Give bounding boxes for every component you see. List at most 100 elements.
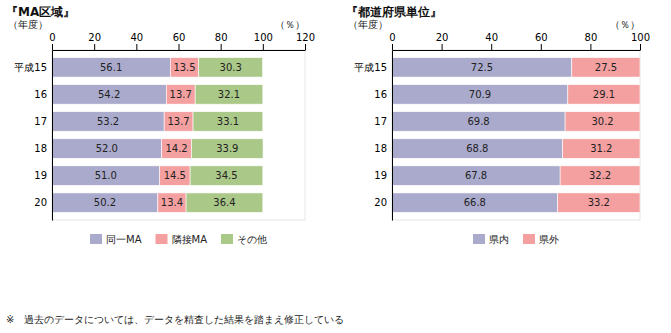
plot-area <box>52 50 305 220</box>
tick: 80 <box>585 32 598 50</box>
data-label: 33.1 <box>217 116 239 127</box>
data-label: 33.9 <box>216 143 238 154</box>
bar <box>392 112 565 131</box>
series <box>392 58 572 213</box>
legend-label: 隣接MA <box>172 234 208 245</box>
legend-swatch <box>156 234 168 244</box>
tick-label: 120 <box>296 32 315 43</box>
bar <box>52 112 164 131</box>
data-label: 53.2 <box>97 116 119 127</box>
bars <box>392 58 640 213</box>
axis-domain <box>53 50 306 51</box>
tick: 17 <box>34 116 47 127</box>
legend-swatch <box>90 234 102 244</box>
tick-label: 20 <box>34 197 47 208</box>
tick: 平成15 <box>354 62 387 73</box>
legend-label: その他 <box>237 234 267 245</box>
data-label: 54.2 <box>98 89 120 100</box>
data-label: 13.7 <box>167 116 189 127</box>
data-label: 56.1 <box>100 62 122 73</box>
tick-label: 60 <box>535 32 548 43</box>
bar <box>199 58 263 77</box>
y-axis-label: （年度） <box>8 19 48 30</box>
bar <box>565 112 640 131</box>
tick-label: 20 <box>88 32 101 43</box>
tick-label: 16 <box>34 89 47 100</box>
bar <box>186 193 263 212</box>
tick: 16 <box>34 89 47 100</box>
bar <box>392 139 563 158</box>
panel: 72.570.969.868.867.866.827.529.130.231.2… <box>346 5 650 245</box>
tick: 19 <box>34 170 47 181</box>
data-labels: 56.154.253.252.051.050.213.513.713.714.2… <box>94 62 242 208</box>
axis-domain <box>52 51 53 221</box>
tick: 100 <box>631 32 650 50</box>
tick-label: 平成15 <box>354 62 387 73</box>
data-label: 29.1 <box>593 89 615 100</box>
tick-label: 19 <box>374 170 387 181</box>
tick-mark <box>640 44 641 50</box>
legend-swatch <box>221 234 233 244</box>
tick-mark <box>136 44 137 50</box>
tick: 0 <box>49 32 55 50</box>
bar <box>563 139 640 158</box>
data-label: 69.8 <box>467 116 489 127</box>
title: 『MA区域』 <box>6 5 75 19</box>
legend-item: 隣接MA <box>156 234 208 245</box>
bar <box>52 193 158 212</box>
y-axis-label: （年度） <box>348 19 388 30</box>
axis-domain <box>392 51 393 221</box>
tick: 120 <box>296 32 315 50</box>
tick: 16 <box>374 89 387 100</box>
legend-label: 県外 <box>539 234 559 245</box>
legend-label: 同一MA <box>106 234 142 245</box>
bar <box>164 112 193 131</box>
tick: 40 <box>485 32 498 50</box>
legend: 同一MA 隣接MA その他 <box>90 234 267 245</box>
bar <box>158 193 186 212</box>
tick: 18 <box>34 143 47 154</box>
bar <box>52 85 166 104</box>
y-axis: 平成151617181920 <box>354 51 392 221</box>
data-label: 51.0 <box>95 170 117 181</box>
bar <box>392 85 568 104</box>
bar <box>52 58 170 77</box>
tick: 40 <box>130 32 143 50</box>
tick-mark <box>442 44 443 50</box>
legend-swatch <box>523 234 535 244</box>
tick: 20 <box>436 32 449 50</box>
bar <box>392 193 558 212</box>
data-label: 27.5 <box>595 62 617 73</box>
tick-label: 100 <box>254 32 273 43</box>
bar <box>568 85 640 104</box>
tick-mark <box>94 44 95 50</box>
tick: 0 <box>389 32 395 50</box>
data-label: 52.0 <box>96 143 118 154</box>
tick: 20 <box>88 32 101 50</box>
tick-label: 19 <box>34 170 47 181</box>
bar <box>160 166 191 185</box>
bar <box>162 139 192 158</box>
data-label: 68.8 <box>466 143 488 154</box>
annotation: ※ 過去のデータについては、データを精査した結果を踏まえ修正している <box>6 314 344 325</box>
data-label: 50.2 <box>94 197 116 208</box>
title: 『都道府県単位』 <box>346 5 442 19</box>
tick: 17 <box>374 116 387 127</box>
tick: 60 <box>173 32 186 50</box>
bar <box>192 139 263 158</box>
data-label: 66.8 <box>464 197 486 208</box>
tick-label: 80 <box>215 32 228 43</box>
data-label: 14.2 <box>165 143 187 154</box>
tick-label: 40 <box>130 32 143 43</box>
tick-label: 20 <box>436 32 449 43</box>
tick-label: 17 <box>34 116 47 127</box>
tick-mark <box>590 44 591 50</box>
data-label: 70.9 <box>469 89 491 100</box>
bar <box>392 58 572 77</box>
legend-item: その他 <box>221 234 267 245</box>
series <box>52 58 170 213</box>
data-label: 30.2 <box>591 116 613 127</box>
bar <box>195 85 263 104</box>
series <box>558 58 640 213</box>
tick-mark <box>392 44 393 50</box>
